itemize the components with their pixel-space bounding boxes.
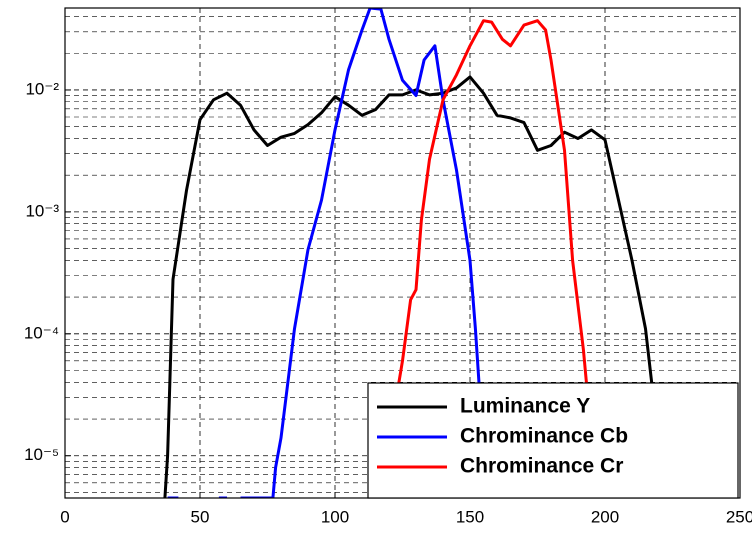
x-tick-label: 150 [456,507,484,526]
x-tick-label: 100 [321,507,349,526]
lines [163,8,661,498]
y-tick-label: 10⁻² [25,79,59,98]
y-tick-label: 10⁻³ [25,201,59,220]
series-line [387,19,596,498]
series-line [240,8,491,498]
legend-box [367,382,739,499]
y-tick-label: 10⁻⁵ [24,445,59,464]
legend-label: Chrominance Cr [460,455,623,478]
legend: Luminance Y Chrominance Cb Chrominance Cr [367,382,739,499]
ticks: 10⁻⁵ 10⁻⁴ 10⁻³ 10⁻² 0 50 100 150 200 250 [24,79,752,526]
legend-label: Luminance Y [460,395,590,418]
y-tick-label: 10⁻⁴ [24,323,59,342]
x-tick-label: 200 [591,507,619,526]
series-line [163,75,661,498]
x-tick-label: 0 [60,507,69,526]
x-tick-label: 250 [726,507,752,526]
legend-label: Chrominance Cb [460,425,628,448]
x-tick-label: 50 [191,507,210,526]
